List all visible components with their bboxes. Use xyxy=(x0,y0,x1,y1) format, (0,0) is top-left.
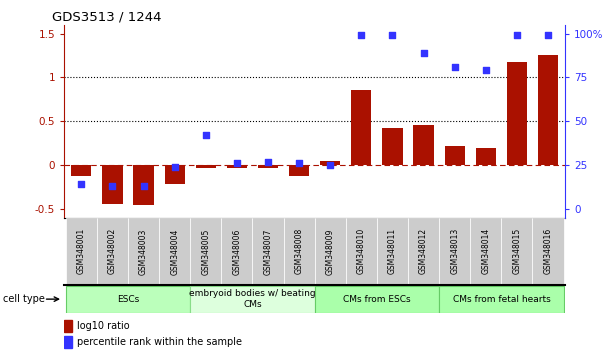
Bar xyxy=(64,320,71,332)
Text: GSM348002: GSM348002 xyxy=(108,228,117,274)
Point xyxy=(419,50,428,56)
Text: log10 ratio: log10 ratio xyxy=(77,321,130,331)
FancyBboxPatch shape xyxy=(502,218,533,284)
Point xyxy=(263,159,273,164)
Bar xyxy=(164,165,185,184)
FancyBboxPatch shape xyxy=(66,286,190,313)
Bar xyxy=(64,336,71,348)
Text: GSM348004: GSM348004 xyxy=(170,228,179,275)
Text: GSM348012: GSM348012 xyxy=(419,228,428,274)
Text: GSM348009: GSM348009 xyxy=(326,228,335,275)
Bar xyxy=(258,165,278,168)
Text: CMs from ESCs: CMs from ESCs xyxy=(343,295,411,304)
FancyBboxPatch shape xyxy=(128,218,159,284)
Point xyxy=(325,162,335,168)
Bar xyxy=(320,161,340,165)
Bar xyxy=(102,165,122,204)
Bar xyxy=(476,148,496,165)
FancyBboxPatch shape xyxy=(159,218,190,284)
Bar xyxy=(71,165,92,177)
Bar xyxy=(351,90,371,165)
Point xyxy=(232,160,242,166)
Text: GSM348005: GSM348005 xyxy=(201,228,210,275)
Point xyxy=(481,68,491,73)
FancyBboxPatch shape xyxy=(315,286,439,313)
FancyBboxPatch shape xyxy=(346,218,377,284)
FancyBboxPatch shape xyxy=(66,218,97,284)
Bar xyxy=(382,128,403,165)
Point xyxy=(387,33,397,38)
Bar xyxy=(507,62,527,165)
Point xyxy=(108,183,117,189)
FancyBboxPatch shape xyxy=(408,218,439,284)
FancyBboxPatch shape xyxy=(470,218,502,284)
Text: GSM348008: GSM348008 xyxy=(295,228,304,274)
Point xyxy=(170,164,180,170)
Point xyxy=(512,33,522,38)
FancyBboxPatch shape xyxy=(315,218,346,284)
Bar xyxy=(227,165,247,168)
Point xyxy=(76,182,86,187)
Point xyxy=(543,33,553,38)
Bar xyxy=(538,55,558,165)
FancyBboxPatch shape xyxy=(221,218,252,284)
FancyBboxPatch shape xyxy=(533,218,563,284)
Bar xyxy=(414,125,434,165)
FancyBboxPatch shape xyxy=(97,218,128,284)
Text: GDS3513 / 1244: GDS3513 / 1244 xyxy=(52,11,161,24)
Text: GSM348001: GSM348001 xyxy=(77,228,86,274)
Bar xyxy=(196,165,216,168)
Text: GSM348015: GSM348015 xyxy=(513,228,521,274)
Text: GSM348014: GSM348014 xyxy=(481,228,490,274)
FancyBboxPatch shape xyxy=(252,218,284,284)
FancyBboxPatch shape xyxy=(439,218,470,284)
Text: GSM348016: GSM348016 xyxy=(544,228,552,274)
Text: percentile rank within the sample: percentile rank within the sample xyxy=(77,337,242,347)
Point xyxy=(139,183,148,189)
Text: embryoid bodies w/ beating
CMs: embryoid bodies w/ beating CMs xyxy=(189,290,316,309)
Bar xyxy=(445,146,465,165)
Text: cell type: cell type xyxy=(3,294,45,304)
Text: GSM348003: GSM348003 xyxy=(139,228,148,275)
Text: GSM348006: GSM348006 xyxy=(232,228,241,275)
Text: GSM348007: GSM348007 xyxy=(263,228,273,275)
Text: GSM348011: GSM348011 xyxy=(388,228,397,274)
Point xyxy=(201,132,211,138)
Bar xyxy=(133,165,153,205)
FancyBboxPatch shape xyxy=(377,218,408,284)
Text: GSM348013: GSM348013 xyxy=(450,228,459,274)
Text: CMs from fetal hearts: CMs from fetal hearts xyxy=(453,295,551,304)
FancyBboxPatch shape xyxy=(439,286,563,313)
Text: ESCs: ESCs xyxy=(117,295,139,304)
FancyBboxPatch shape xyxy=(190,286,315,313)
FancyBboxPatch shape xyxy=(284,218,315,284)
FancyBboxPatch shape xyxy=(190,218,221,284)
Text: GSM348010: GSM348010 xyxy=(357,228,366,274)
Point xyxy=(295,160,304,166)
Bar xyxy=(289,165,309,177)
Point xyxy=(450,64,459,70)
Point xyxy=(356,33,366,38)
